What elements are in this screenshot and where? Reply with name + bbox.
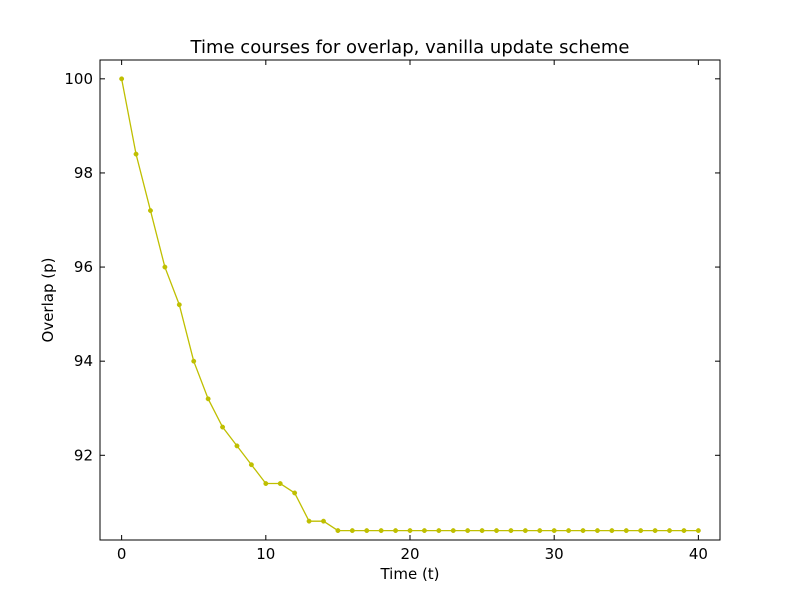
x-tick-label: 30 [545, 545, 564, 563]
data-point [450, 528, 456, 534]
data-point [537, 528, 543, 534]
data-point [681, 528, 687, 534]
data-point [436, 528, 442, 534]
data-point [349, 528, 355, 534]
data-point [364, 528, 370, 534]
data-point [205, 396, 211, 402]
data-point [652, 528, 658, 534]
data-point [248, 462, 254, 468]
data-point [623, 528, 629, 534]
data-point [638, 528, 644, 534]
data-point [335, 528, 341, 534]
y-tick-label: 94 [74, 352, 93, 370]
data-point [176, 302, 182, 308]
data-point [522, 528, 528, 534]
data-point [393, 528, 399, 534]
plot-area: 0 10 20 30 40 92 94 96 98 100 [64, 59, 721, 563]
y-axis-label: Overlap (p) [39, 258, 57, 343]
data-point [378, 528, 384, 534]
data-point [306, 518, 312, 524]
data-point [421, 528, 427, 534]
data-point [292, 490, 298, 496]
data-point [695, 528, 701, 534]
data-point [465, 528, 471, 534]
chart-title: Time courses for overlap, vanilla update… [190, 37, 630, 58]
data-point [667, 528, 672, 534]
x-tick-label: 10 [256, 545, 275, 563]
data-point [580, 528, 586, 534]
data-point [191, 358, 197, 364]
data-point [148, 208, 153, 214]
data-point [119, 76, 125, 82]
data-point [234, 443, 240, 449]
plot-frame [99, 59, 721, 541]
data-point [609, 528, 615, 534]
data-point [508, 528, 514, 534]
y-tick-label: 98 [74, 164, 93, 182]
data-point [479, 528, 485, 534]
data-point [263, 481, 269, 486]
x-axis-label: Time (t) [379, 565, 439, 583]
x-tick-label: 20 [400, 545, 419, 563]
data-point [551, 528, 557, 534]
x-tick-label: 40 [689, 545, 708, 563]
x-tick-label: 0 [117, 545, 127, 563]
data-point [566, 528, 572, 534]
data-point [220, 424, 226, 430]
data-point [133, 151, 139, 157]
data-point [321, 518, 326, 524]
data-point [162, 264, 168, 270]
y-tick-label: 92 [74, 446, 93, 464]
data-point [407, 528, 413, 534]
y-tick-label: 100 [64, 70, 93, 88]
data-point [277, 481, 283, 486]
y-tick-label: 96 [74, 258, 93, 276]
data-point [494, 528, 499, 534]
data-point [594, 528, 600, 534]
